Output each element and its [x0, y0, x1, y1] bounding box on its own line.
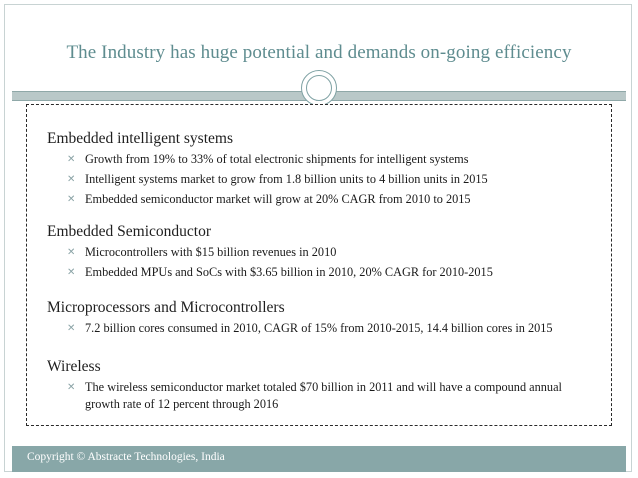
section-heading: Microprocessors and Microcontrollers: [47, 299, 285, 316]
circle-ornament-inner: [306, 75, 332, 101]
footer-bar: Copyright © Abstracte Technologies, Indi…: [12, 446, 626, 472]
x-mark-icon: ✕: [67, 382, 76, 393]
list-item: ✕ Growth from 19% to 33% of total electr…: [47, 151, 605, 168]
list-item: ✕ Microcontrollers with $15 billion reve…: [47, 244, 605, 261]
bullet-text: Intelligent systems market to grow from …: [85, 172, 488, 186]
section-embedded-intelligent-systems: Embedded intelligent systems ✕ Growth fr…: [47, 130, 605, 208]
section-embedded-semiconductor: Embedded Semiconductor ✕ Microcontroller…: [47, 223, 605, 281]
x-mark-icon: ✕: [67, 247, 76, 258]
bullet-text: 7.2 billion cores consumed in 2010, CAGR…: [85, 321, 553, 335]
section-wireless: Wireless ✕ The wireless semiconductor ma…: [47, 358, 585, 413]
x-mark-icon: ✕: [67, 154, 76, 165]
circle-ornament-icon: [301, 70, 337, 106]
x-mark-icon: ✕: [67, 174, 76, 185]
list-item: ✕ Embedded semiconductor market will gro…: [47, 191, 605, 208]
bullet-text: The wireless semiconductor market totale…: [85, 380, 562, 411]
section-microprocessors: Microprocessors and Microcontrollers ✕ 7…: [47, 299, 635, 337]
x-mark-icon: ✕: [67, 323, 76, 334]
list-item: ✕ The wireless semiconductor market tota…: [47, 379, 585, 413]
bullet-text: Embedded semiconductor market will grow …: [85, 192, 471, 206]
footer-copyright: Copyright © Abstracte Technologies, Indi…: [27, 451, 225, 463]
bullet-text: Growth from 19% to 33% of total electron…: [85, 152, 469, 166]
list-item: ✕ Intelligent systems market to grow fro…: [47, 171, 605, 188]
list-item: ✕ 7.2 billion cores consumed in 2010, CA…: [47, 320, 635, 337]
section-heading: Wireless: [47, 358, 101, 375]
x-mark-icon: ✕: [67, 267, 76, 278]
section-heading: Embedded Semiconductor: [47, 223, 211, 240]
bullet-text: Embedded MPUs and SoCs with $3.65 billio…: [85, 265, 493, 279]
x-mark-icon: ✕: [67, 194, 76, 205]
slide-title: The Industry has huge potential and dema…: [66, 42, 572, 63]
bullet-text: Microcontrollers with $15 billion revenu…: [85, 245, 337, 259]
list-item: ✕ Embedded MPUs and SoCs with $3.65 bill…: [47, 264, 605, 281]
content-box: Embedded intelligent systems ✕ Growth fr…: [26, 104, 612, 426]
section-heading: Embedded intelligent systems: [47, 130, 233, 147]
